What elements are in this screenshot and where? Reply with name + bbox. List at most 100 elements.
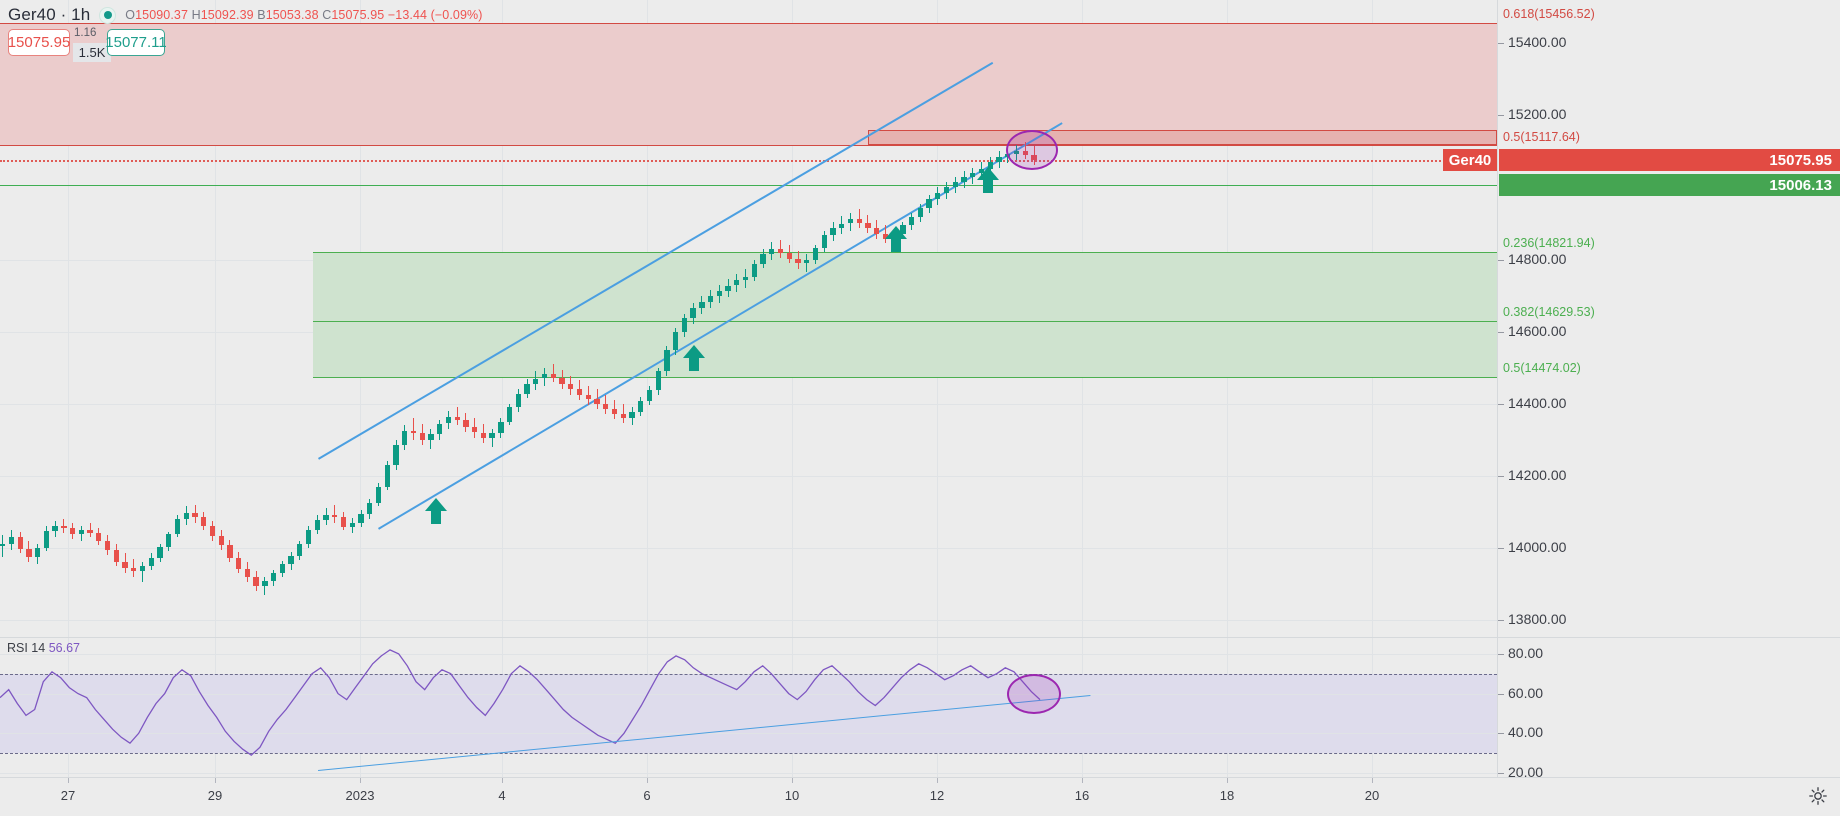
candle-body — [131, 567, 137, 572]
price-axis-tick: 14600.00 — [1508, 322, 1567, 339]
last-price-dotted-line — [0, 160, 1497, 163]
candle-body — [961, 177, 967, 182]
ohlc-values: O15090.37 H15092.39 B15053.38 C15075.95 … — [125, 8, 482, 22]
candle-body — [541, 374, 548, 379]
symbol-price-tag[interactable]: Ger40 — [1443, 149, 1497, 172]
candle-body — [471, 427, 478, 433]
support-price-tag[interactable]: 15006.13 — [1499, 174, 1840, 197]
candle-body — [96, 532, 102, 542]
fib-line-0618 — [0, 22, 1497, 24]
rsi-plot-area[interactable] — [0, 638, 1497, 777]
candle-body — [917, 208, 923, 217]
price-ellipse-annotation[interactable] — [1006, 130, 1058, 170]
candle-wick — [264, 576, 266, 595]
grid-vline — [68, 0, 69, 638]
buy-arrow-marker[interactable] — [425, 498, 447, 524]
candle-wick — [142, 562, 143, 583]
candle-body — [297, 544, 303, 556]
candle-body — [157, 547, 163, 558]
time-axis-label: 12 — [929, 788, 945, 803]
candle-body — [716, 291, 722, 297]
candle-body — [262, 581, 268, 586]
candle-body — [332, 514, 338, 518]
volume-value-box: 1.5K — [73, 43, 111, 62]
candle-body — [227, 545, 233, 558]
rsi-legend-value: 56.67 — [48, 641, 80, 655]
rsi-legend-name: RSI 14 — [7, 641, 46, 655]
fib-label-050-green: 0.5(14474.02) — [1503, 361, 1581, 376]
pane-divider[interactable] — [0, 637, 1840, 638]
candle-body — [78, 529, 85, 535]
candle-body — [0, 543, 6, 547]
grid-vline — [215, 0, 216, 638]
fib-red-zone — [0, 22, 1497, 145]
candle-body — [35, 547, 41, 557]
rsi-axis-tickmark — [1498, 653, 1504, 655]
candle-body — [419, 433, 425, 440]
candle-body — [244, 568, 251, 578]
bid-value: 15053.38 — [265, 8, 319, 22]
time-axis[interactable]: 27 29 2023 4 6 10 12 16 18 20 — [0, 777, 1840, 816]
candle-wick — [780, 239, 781, 258]
buy-arrow-marker[interactable] — [885, 226, 907, 252]
candle-body — [559, 377, 565, 384]
candle-body — [122, 561, 128, 568]
candle-body — [17, 537, 23, 549]
symbol-title[interactable]: Ger40 · 1h — [8, 5, 91, 24]
candle-body — [812, 248, 819, 260]
candle-body — [611, 409, 618, 414]
candle-body — [524, 383, 530, 394]
fib-line-050-green — [313, 377, 1497, 378]
candle-body — [769, 249, 775, 255]
time-axis-label: 16 — [1074, 788, 1090, 803]
price-plot-area[interactable]: 15075.95 1.16 1.5K 15077.11 Ger40 — [0, 0, 1497, 638]
candle-wick — [806, 254, 808, 273]
grid-hline — [0, 620, 1497, 621]
price-axis-tickmark — [1498, 115, 1504, 117]
candle-wick — [334, 504, 336, 523]
buy-arrow-marker[interactable] — [683, 345, 705, 371]
rsi-axis-tickmark — [1498, 773, 1504, 774]
candle-body — [69, 528, 76, 535]
rsi-axis-tickmark — [1498, 733, 1504, 735]
candle-body — [699, 302, 705, 309]
price-axis-tick: 15400.00 — [1508, 34, 1567, 51]
candle-body — [166, 534, 172, 548]
candle-body — [908, 217, 915, 226]
candle-body — [935, 192, 941, 199]
change-value: −13.44 (−0.09%) — [387, 8, 483, 22]
price-axis-tickmark — [1498, 331, 1504, 333]
time-axis-label: 29 — [207, 788, 223, 803]
price-axis[interactable]: 15400.00 15200.00 14800.00 14600.00 14400.00… — [1497, 0, 1840, 638]
candle-body — [568, 383, 574, 390]
support-line — [0, 185, 1497, 187]
candle-body — [183, 512, 189, 520]
rsi-ellipse-annotation[interactable] — [1007, 674, 1061, 714]
left-bid-box[interactable]: 15077.11 — [105, 29, 167, 56]
gear-icon[interactable] — [1808, 786, 1828, 806]
price-axis-tick: 14400.00 — [1508, 394, 1567, 411]
volume-top-label: 1.16 — [74, 27, 97, 39]
candle-body — [375, 486, 382, 503]
candle-body — [454, 417, 460, 420]
candle-body — [52, 525, 58, 531]
candle-body — [8, 537, 15, 544]
resistance-box — [868, 129, 1497, 146]
price-axis-tickmark — [1498, 259, 1504, 261]
rsi-grid-hline — [0, 653, 1497, 655]
rsi-axis-tickmark — [1498, 693, 1504, 695]
arrow-head — [425, 498, 447, 511]
last-price-tag[interactable]: 15075.95 — [1499, 149, 1840, 172]
candle-body — [786, 253, 792, 259]
rsi-axis[interactable]: 80.00 60.00 40.00 20.00 — [1497, 638, 1840, 780]
candle-body — [340, 517, 347, 527]
candle-body — [594, 399, 600, 405]
candle-body — [279, 564, 286, 574]
candle-body — [323, 514, 329, 520]
buy-arrow-marker[interactable] — [977, 167, 999, 193]
close-value: 15075.95 — [331, 8, 385, 22]
price-axis-tick: 15200.00 — [1508, 106, 1567, 123]
time-axis-tickmark — [1082, 778, 1083, 783]
candle-body — [139, 565, 146, 572]
left-price-box[interactable]: 15075.95 — [8, 29, 70, 56]
